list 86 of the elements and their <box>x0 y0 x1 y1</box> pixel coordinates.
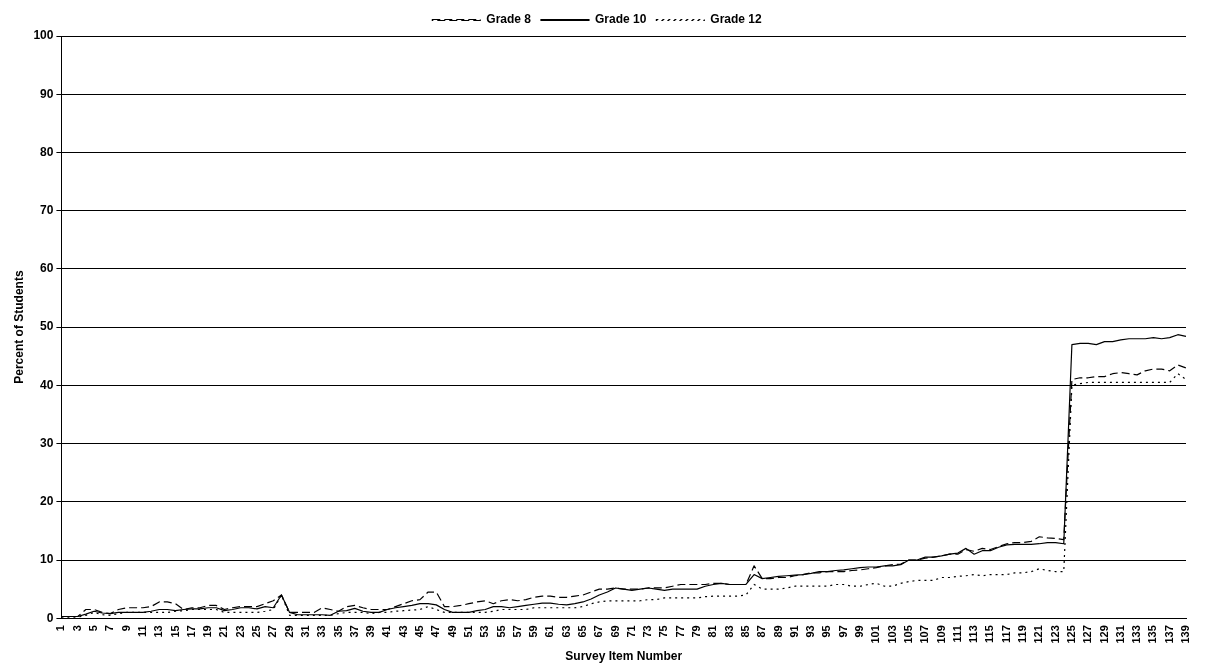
x-tick-label: 9 <box>119 625 132 632</box>
x-tick-label: 135 <box>1146 625 1159 644</box>
x-tick-label: 129 <box>1097 625 1110 644</box>
legend-label: Grade 12 <box>710 12 763 27</box>
x-tick-label: 121 <box>1032 625 1045 644</box>
x-tick-label: 41 <box>380 625 393 638</box>
x-tick-label: 57 <box>510 625 523 638</box>
y-tick-label: 50 <box>40 319 54 334</box>
x-tick-label: 11 <box>135 625 148 637</box>
x-tick-label: 51 <box>461 625 474 638</box>
x-tick-label: 37 <box>347 625 360 638</box>
x-tick-label: 35 <box>331 625 344 638</box>
x-tick-label: 125 <box>1064 625 1077 644</box>
x-tick-label: 117 <box>999 625 1012 643</box>
x-tick-label: 73 <box>641 625 654 638</box>
x-tick-label: 67 <box>592 625 605 638</box>
x-tick-label: 61 <box>543 625 556 638</box>
x-tick-label: 93 <box>804 625 817 638</box>
x-tick-label: 55 <box>494 625 507 638</box>
x-tick-label: 101 <box>869 625 882 644</box>
y-tick-label: 100 <box>33 28 54 43</box>
y-tick-label: 90 <box>40 86 54 101</box>
x-tick-label: 1 <box>54 625 67 632</box>
x-tick-label: 69 <box>608 625 621 638</box>
x-tick-label: 107 <box>918 625 931 644</box>
x-tick-label: 25 <box>250 625 263 638</box>
legend-label: Grade 8 <box>486 12 532 27</box>
x-tick-label: 137 <box>1162 625 1175 644</box>
y-tick-label: 70 <box>40 202 54 217</box>
x-tick-label: 7 <box>103 625 116 632</box>
y-tick-label: 60 <box>40 261 54 276</box>
x-tick-label: 27 <box>266 625 279 638</box>
x-tick-label: 105 <box>901 625 914 644</box>
y-tick-label: 80 <box>40 144 54 159</box>
x-tick-label: 85 <box>738 625 751 638</box>
x-tick-label: 17 <box>184 625 197 638</box>
x-tick-label: 43 <box>396 625 409 638</box>
x-tick-label: 97 <box>836 625 849 638</box>
x-tick-label: 123 <box>1048 625 1061 644</box>
x-tick-label: 99 <box>853 625 866 638</box>
x-tick-label: 39 <box>364 625 377 638</box>
x-tick-label: 59 <box>527 625 540 638</box>
y-tick-label: 40 <box>40 377 54 392</box>
x-tick-label: 3 <box>70 625 83 632</box>
x-tick-label: 109 <box>934 625 947 644</box>
x-tick-label: 79 <box>690 625 703 638</box>
x-tick-label: 89 <box>771 625 784 638</box>
y-tick-label: 10 <box>40 552 54 567</box>
x-tick-label: 83 <box>722 625 735 638</box>
y-tick-label: 30 <box>40 435 54 450</box>
x-tick-label: 95 <box>820 625 833 638</box>
x-tick-label: 29 <box>282 625 295 638</box>
x-tick-label: 81 <box>706 625 719 638</box>
x-tick-label: 49 <box>445 625 458 638</box>
y-axis-title: Percent of Students <box>11 270 26 384</box>
x-tick-label: 119 <box>1016 625 1029 643</box>
x-tick-label: 21 <box>217 625 230 638</box>
y-tick-label: 0 <box>46 610 54 625</box>
x-tick-label: 127 <box>1081 625 1094 644</box>
x-tick-label: 131 <box>1113 625 1126 644</box>
x-tick-label: 75 <box>657 625 670 638</box>
y-tick-label: 20 <box>40 494 54 509</box>
x-tick-label: 77 <box>673 625 686 638</box>
x-tick-label: 71 <box>624 625 637 638</box>
x-tick-label: 53 <box>478 625 491 638</box>
x-tick-label: 31 <box>298 625 311 638</box>
x-tick-label: 45 <box>413 625 426 638</box>
x-tick-label: 33 <box>315 625 328 638</box>
x-tick-label: 103 <box>885 625 898 644</box>
x-tick-label: 115 <box>983 625 996 643</box>
x-tick-label: 47 <box>429 625 442 638</box>
x-tick-label: 87 <box>755 625 768 638</box>
x-tick-label: 91 <box>787 625 800 638</box>
x-tick-label: 23 <box>233 625 246 638</box>
x-tick-label: 63 <box>559 625 572 638</box>
x-tick-label: 15 <box>168 625 181 638</box>
x-tick-label: 13 <box>152 625 165 638</box>
x-tick-label: 65 <box>576 625 588 638</box>
x-axis-title: Survey Item Number <box>565 649 683 664</box>
x-tick-label: 19 <box>201 625 214 638</box>
x-tick-label: 139 <box>1179 625 1192 644</box>
x-tick-label: 133 <box>1130 625 1143 644</box>
x-tick-label: 5 <box>87 625 100 632</box>
x-tick-label: 113 <box>967 625 980 643</box>
x-tick-label: 111 <box>950 625 963 643</box>
legend-label: Grade 10 <box>594 12 647 27</box>
